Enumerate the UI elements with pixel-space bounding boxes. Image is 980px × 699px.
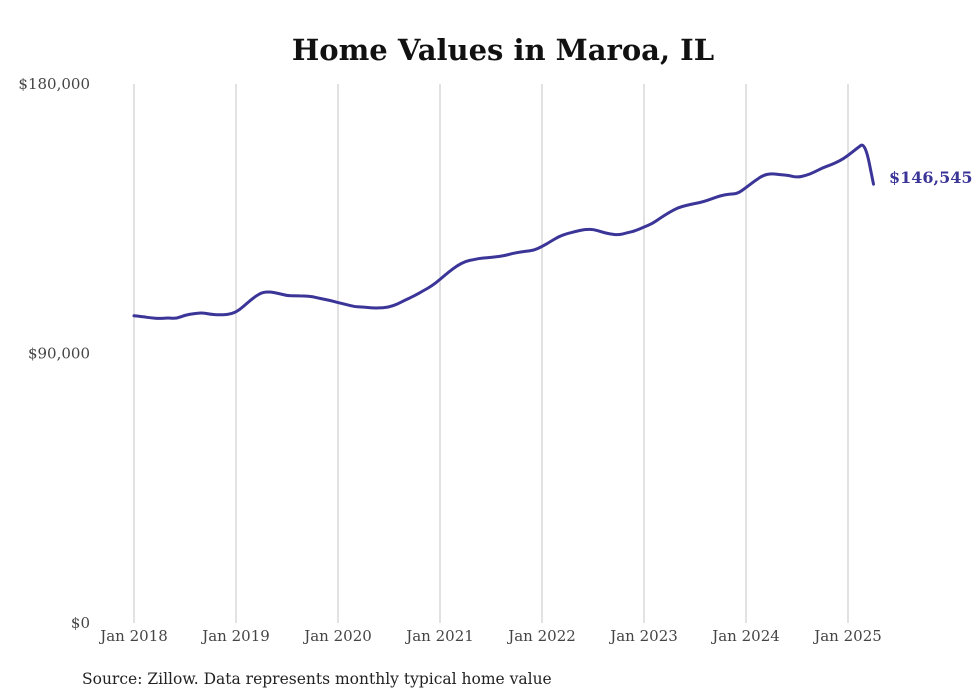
series-line-home-value	[132, 143, 875, 320]
x-tick-label: Jan 2018	[98, 627, 168, 645]
x-tick-label: Jan 2020	[302, 627, 372, 645]
x-axis-ticks: Jan 2018 Jan 2019 Jan 2020 Jan 2021 Jan 2022…	[98, 627, 882, 645]
x-tick-label: Jan 2025	[812, 627, 882, 645]
y-tick-label: $90,000	[28, 345, 90, 363]
x-tick-label: Jan 2022	[506, 627, 576, 645]
chart-title: Home Values in Maroa, IL	[292, 33, 714, 67]
y-tick-label: $180,000	[18, 75, 90, 93]
y-tick-label: $0	[71, 614, 90, 632]
x-tick-label: Jan 2023	[608, 627, 678, 645]
x-tick-label: Jan 2021	[404, 627, 474, 645]
end-value-label: $146,545	[889, 168, 973, 187]
source-note: Source: Zillow. Data represents monthly …	[82, 670, 552, 688]
y-axis-ticks: $0 $90,000 $180,000	[18, 75, 90, 632]
gridlines	[133, 84, 849, 623]
x-tick-label: Jan 2019	[200, 627, 270, 645]
x-tick-label: Jan 2024	[710, 627, 780, 645]
